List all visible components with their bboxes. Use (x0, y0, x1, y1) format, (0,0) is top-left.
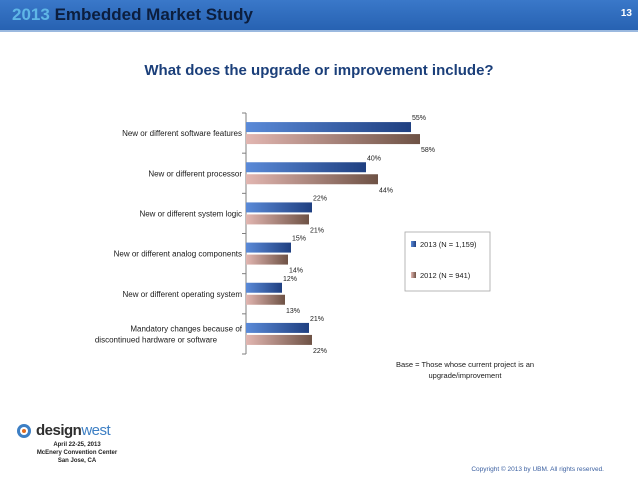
logo-city: San Jose, CA (57, 458, 97, 464)
base-note: Base = Those whose current project is an… (395, 360, 535, 380)
category-label: New or different operating system (123, 290, 243, 299)
data-label: 58% (421, 147, 435, 154)
data-label: 21% (310, 227, 324, 234)
designwest-logo: designwest April 22-25, 2013 McEnery Con… (12, 421, 124, 471)
bar-2013 (246, 322, 309, 333)
logo-venue: McEnery Convention Center (36, 450, 118, 456)
deck-title-text: Embedded Market Study (54, 5, 253, 24)
bar-2013 (246, 202, 312, 213)
deck-title-year: 2013 (12, 5, 50, 24)
deck-title: 2013 Embedded Market Study (12, 5, 253, 25)
data-label: 22% (313, 348, 327, 355)
legend-box (404, 231, 491, 292)
data-label: 14% (289, 268, 303, 275)
category-label: New or different processor (148, 169, 242, 178)
data-label: 40% (367, 155, 381, 162)
chart-title: What does the upgrade or improvement inc… (144, 62, 494, 79)
data-label: 22% (313, 195, 327, 202)
data-label: 55% (412, 115, 426, 122)
bar-2013 (246, 122, 411, 133)
legend-label: 2013 (N = 1,159) (420, 240, 477, 249)
data-label: 44% (379, 187, 393, 194)
data-label: 13% (286, 308, 300, 315)
data-label: 15% (292, 236, 306, 243)
header-bar: 2013 Embedded Market Study 13 (0, 0, 638, 30)
logo-word-design: design (36, 422, 82, 439)
copyright: Copyright © 2013 by UBM. All rights rese… (471, 466, 604, 473)
header-divider (0, 30, 638, 32)
legend-swatch (411, 241, 416, 247)
category-label: discontinued hardware or software (95, 335, 218, 344)
category-label: New or different analog components (114, 250, 242, 259)
logo-wordmark: designwest (36, 422, 111, 439)
bar-2012 (246, 334, 312, 345)
category-label: Mandatory changes because of (130, 324, 242, 333)
category-label: New or different system logic (139, 209, 242, 218)
page-number: 13 (620, 8, 632, 19)
legend-label: 2012 (N = 941) (420, 271, 471, 280)
bar-2012 (246, 254, 288, 265)
designwest-logo-icon (17, 424, 31, 438)
bar-2013 (246, 282, 282, 293)
bar-2013 (246, 242, 291, 253)
bar-2012 (246, 294, 285, 305)
bar-2012 (246, 214, 309, 225)
data-label: 21% (310, 316, 324, 323)
bar-2012 (246, 134, 420, 145)
data-label: 12% (283, 276, 297, 283)
bar-2013 (246, 162, 366, 173)
legend-swatch (411, 272, 416, 278)
logo-dates: April 22-25, 2013 (53, 442, 101, 448)
category-label: New or different software features (122, 129, 242, 138)
logo-word-west: west (81, 422, 111, 439)
bar-2012 (246, 174, 378, 185)
